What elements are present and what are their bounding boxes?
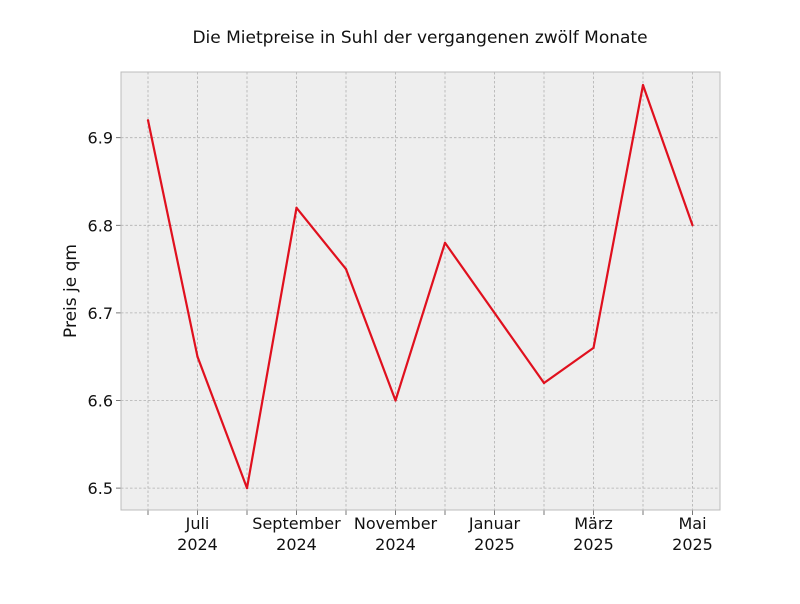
series-layer <box>146 83 694 490</box>
data-point <box>245 487 249 490</box>
ticks-layer <box>116 137 693 515</box>
x-tick-label-year: 2025 <box>672 535 713 554</box>
x-tick-label-year: 2025 <box>573 535 614 554</box>
x-tick-label-month: Juli <box>185 514 210 533</box>
x-tick-label-month: Januar <box>468 514 521 533</box>
y-tick-labels: 6.5 6.6 6.7 6.8 6.9 <box>88 129 113 498</box>
y-tick-label: 6.9 <box>88 129 113 148</box>
data-point <box>443 241 447 244</box>
y-axis-label: Preis je qm <box>61 244 81 338</box>
data-point <box>344 268 348 271</box>
x-tick-labels: Juli 2024 September 2024 November 2024 Januar 2… <box>177 514 713 554</box>
y-tick-label: 6.8 <box>88 216 113 235</box>
x-tick-label-year: 2024 <box>276 535 317 554</box>
data-point <box>641 84 645 87</box>
plot-frame <box>120 71 721 511</box>
y-tick-label: 6.6 <box>88 392 113 411</box>
grid-layer <box>121 72 720 510</box>
x-tick-label-year: 2025 <box>474 535 515 554</box>
x-tick-label-month: Mai <box>678 514 706 533</box>
x-tick-label-year: 2024 <box>177 535 218 554</box>
x-tick-label-month: September <box>252 514 341 533</box>
plot-area <box>121 72 720 510</box>
y-tick-label: 6.7 <box>88 304 113 323</box>
series-line <box>146 83 694 490</box>
x-tick-label-month: März <box>574 514 613 533</box>
data-point <box>542 381 546 385</box>
data-point <box>394 399 397 402</box>
x-tick-label-year: 2024 <box>375 535 416 554</box>
data-point <box>295 206 298 209</box>
x-tick-label-month: November <box>354 514 438 533</box>
data-point <box>592 346 595 350</box>
chart-title: Die Mietpreise in Suhl der vergangenen z… <box>192 28 647 48</box>
data-point <box>196 355 199 358</box>
data-point <box>146 119 150 122</box>
data-point <box>691 224 694 227</box>
y-tick-label: 6.5 <box>88 479 113 498</box>
data-point <box>493 311 496 314</box>
